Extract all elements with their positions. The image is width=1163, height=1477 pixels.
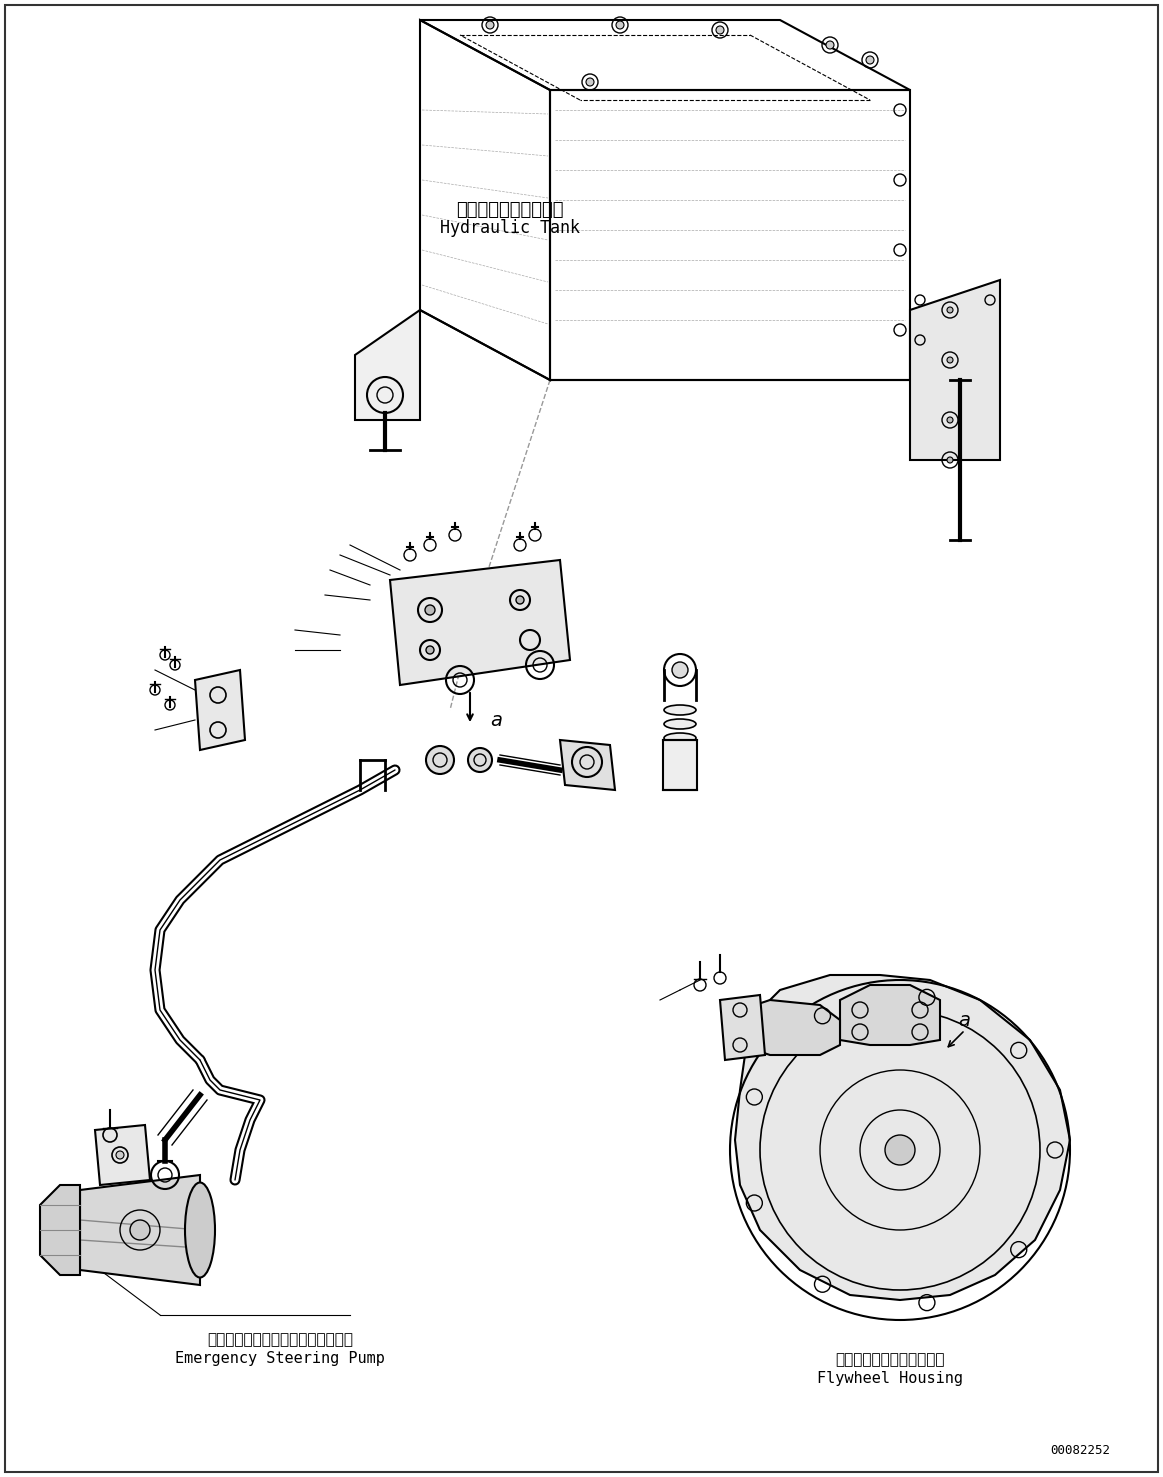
Text: Emergency Steering Pump: Emergency Steering Pump [176,1350,385,1366]
Circle shape [947,456,952,462]
Circle shape [885,1134,915,1165]
Polygon shape [720,995,765,1060]
Polygon shape [195,671,245,750]
Text: Hydraulic Tank: Hydraulic Tank [440,219,580,236]
Circle shape [116,1151,124,1159]
Circle shape [516,597,525,604]
Polygon shape [735,975,1070,1300]
Circle shape [586,78,594,86]
Ellipse shape [664,705,695,715]
Circle shape [486,21,494,30]
Circle shape [716,27,725,34]
Circle shape [426,746,454,774]
Text: a: a [490,710,502,730]
Circle shape [672,662,688,678]
Circle shape [130,1220,150,1241]
Ellipse shape [664,733,695,743]
Circle shape [866,56,875,64]
Polygon shape [390,560,570,685]
Polygon shape [95,1125,150,1185]
Polygon shape [561,740,615,790]
Polygon shape [355,310,420,419]
Circle shape [947,307,952,313]
Text: ハイドロリックタンク: ハイドロリックタンク [456,201,564,219]
Text: a: a [958,1010,970,1029]
Polygon shape [909,281,1000,459]
Circle shape [424,606,435,614]
Text: フライホイールハウジング: フライホイールハウジング [835,1353,944,1368]
Text: 00082252: 00082252 [1050,1443,1110,1456]
Polygon shape [840,985,940,1046]
Polygon shape [740,1000,840,1055]
Ellipse shape [664,719,695,730]
Circle shape [947,417,952,422]
Circle shape [426,645,434,654]
Circle shape [826,41,834,49]
Circle shape [616,21,625,30]
Polygon shape [40,1185,80,1275]
Circle shape [947,357,952,363]
Ellipse shape [185,1183,215,1278]
Text: エマージェンシステアリングポンプ: エマージェンシステアリングポンプ [207,1332,354,1347]
Polygon shape [80,1176,200,1285]
Circle shape [468,747,492,772]
Bar [663,740,697,790]
Text: Flywheel Housing: Flywheel Housing [816,1371,963,1385]
